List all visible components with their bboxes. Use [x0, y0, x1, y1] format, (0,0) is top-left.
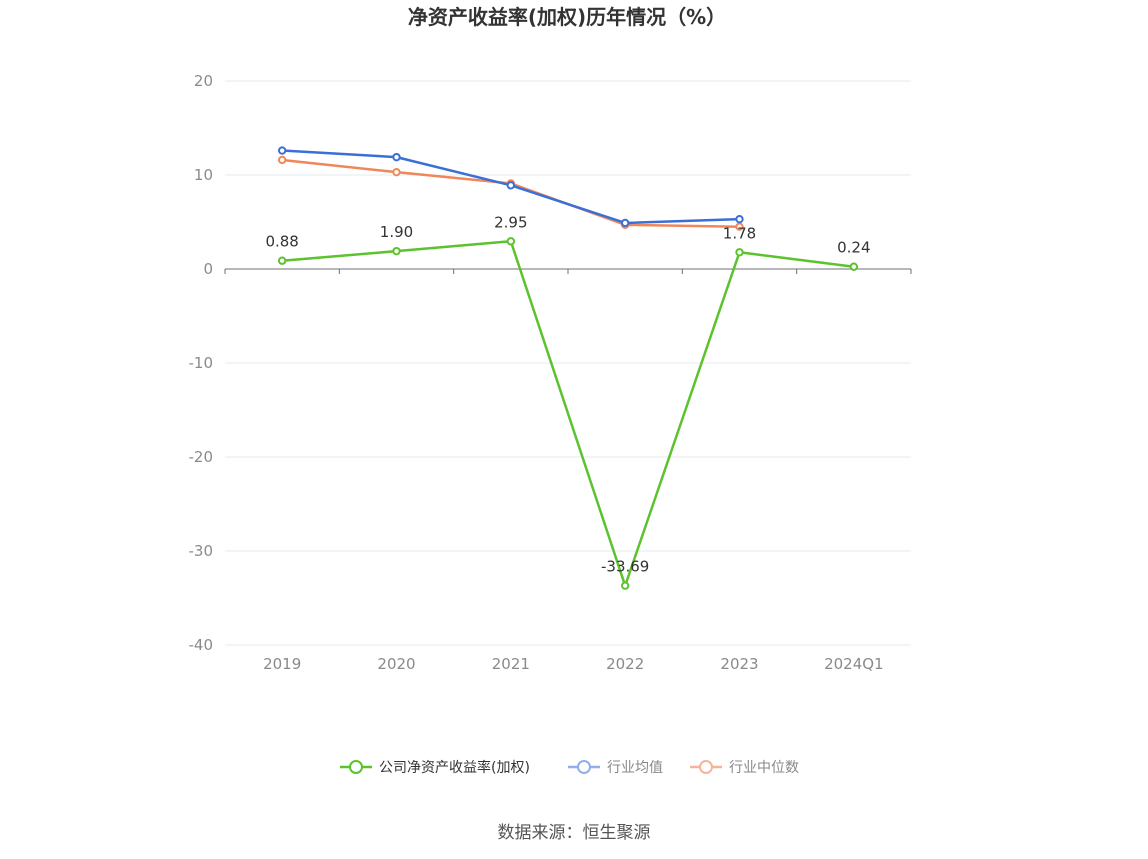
data-point	[392, 167, 401, 177]
data-point	[506, 237, 516, 246]
legend-item-1[interactable]: 行业均值	[568, 760, 663, 776]
x-tick-label: 2022	[606, 655, 644, 673]
data-point	[735, 214, 744, 224]
legend: 公司净资产收益率(加权) 行业均值 行业中位数	[340, 759, 799, 776]
data-point	[277, 155, 287, 165]
x-tick-label: 2023	[720, 655, 758, 673]
series-1	[277, 146, 744, 228]
y-tick-label: -40	[189, 636, 214, 654]
x-tick-label: 2024Q1	[824, 655, 884, 673]
x-tick-label: 2020	[377, 655, 415, 673]
chart-title: 净资产收益率(加权)历年情况（%）	[408, 5, 726, 29]
y-tick-label: -20	[189, 448, 214, 466]
data-label: 1.90	[380, 223, 413, 241]
data-point	[277, 256, 287, 265]
data-label: 0.24	[837, 239, 870, 257]
data-label: 0.88	[265, 233, 298, 251]
data-label: -33.69	[601, 558, 649, 576]
y-tick-label: 10	[194, 166, 213, 184]
legend-marker	[577, 760, 591, 774]
y-tick-label: 20	[194, 72, 213, 90]
series-line	[282, 240, 854, 587]
data-point	[735, 248, 744, 257]
legend-label: 公司净资产收益率(加权)	[379, 759, 530, 776]
legend-label: 行业中位数	[729, 760, 799, 776]
legend-label: 行业均值	[607, 760, 663, 776]
legend-marker	[349, 760, 363, 774]
data-point	[620, 581, 630, 590]
data-point	[392, 152, 401, 162]
x-tick-label: 2019	[263, 655, 301, 673]
source-note: 数据来源：恒生聚源	[498, 823, 651, 843]
legend-item-2[interactable]: 行业中位数	[690, 760, 799, 776]
series-layer: 0.88 1.90 2.95 -33.69 1.78 0.24	[265, 146, 871, 590]
series-0: 0.88 1.90 2.95 -33.69 1.78 0.24	[265, 213, 871, 590]
x-tick-label: 2021	[492, 655, 530, 673]
y-axis: 20 10 0 -10 -20 -30 -40	[189, 72, 214, 654]
y-tick-label: -30	[189, 542, 214, 560]
data-point	[506, 181, 516, 190]
data-label: 1.78	[723, 224, 756, 242]
y-tick-label: 0	[203, 260, 213, 278]
legend-item-0[interactable]: 公司净资产收益率(加权)	[340, 759, 530, 776]
data-point	[849, 262, 859, 271]
grid	[225, 80, 911, 646]
data-point	[620, 218, 630, 228]
y-tick-label: -10	[189, 354, 214, 372]
data-point	[277, 146, 287, 155]
data-label: 2.95	[494, 213, 527, 231]
data-point	[392, 246, 401, 256]
x-axis: 2019 2020 2021 2022 2023 2024Q1	[224, 268, 912, 673]
legend-marker	[699, 760, 713, 774]
data-point	[735, 222, 744, 231]
